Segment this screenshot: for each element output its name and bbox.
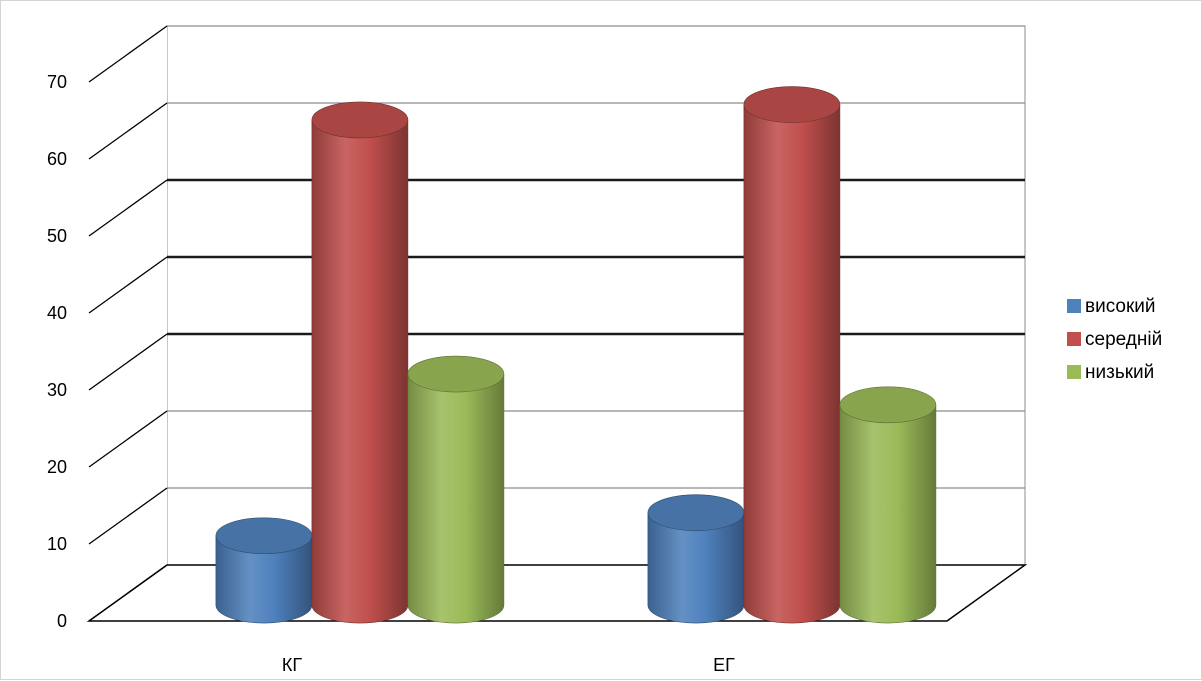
gridline-side (88, 25, 168, 83)
y-tick-label: 10 (47, 534, 67, 554)
bar (839, 386, 937, 624)
y-tick-label: 20 (47, 457, 67, 477)
bar-top (311, 101, 409, 139)
x-tick-label: КГ (282, 655, 302, 675)
y-axis: 0 10 20 30 40 50 60 70 (47, 72, 67, 631)
legend-label: низький (1085, 362, 1154, 383)
bar-top (407, 355, 505, 393)
gridlines (88, 25, 1025, 622)
bar-body (743, 104, 841, 624)
gridline-side (88, 256, 168, 314)
bar (647, 494, 745, 624)
y-tick-label: 70 (47, 72, 67, 92)
gridline-side (88, 410, 168, 468)
legend-label: середній (1085, 329, 1162, 350)
bar (215, 517, 313, 624)
bar (407, 355, 505, 624)
bar-body (407, 373, 505, 624)
bar-top (839, 386, 937, 424)
bar (743, 86, 841, 624)
legend-label: високий (1085, 296, 1156, 317)
gridline-side (88, 564, 168, 622)
x-tick-label: ЕГ (713, 655, 735, 675)
legend-swatch (1067, 299, 1081, 313)
bar-top (215, 517, 313, 555)
y-tick-label: 60 (47, 149, 67, 169)
bar-body (647, 512, 745, 624)
legend: високий середній низький (1067, 296, 1162, 383)
bar-body (839, 404, 937, 624)
x-axis: КГ ЕГ (282, 655, 735, 675)
gridline-side (88, 487, 168, 545)
y-tick-label: 30 (47, 380, 67, 400)
bar-top (743, 86, 841, 123)
bars (215, 86, 937, 624)
gridline-side (88, 102, 168, 160)
bar-body (215, 535, 313, 624)
gridline-side (88, 179, 168, 237)
gridline-side (88, 333, 168, 391)
bar (311, 101, 409, 624)
y-tick-label: 0 (57, 611, 67, 631)
y-tick-label: 40 (47, 303, 67, 323)
bar-body (311, 119, 409, 624)
legend-swatch (1067, 365, 1081, 379)
legend-swatch (1067, 332, 1081, 346)
y-tick-label: 50 (47, 226, 67, 246)
bar-top (647, 494, 745, 531)
side-wall (89, 26, 167, 621)
